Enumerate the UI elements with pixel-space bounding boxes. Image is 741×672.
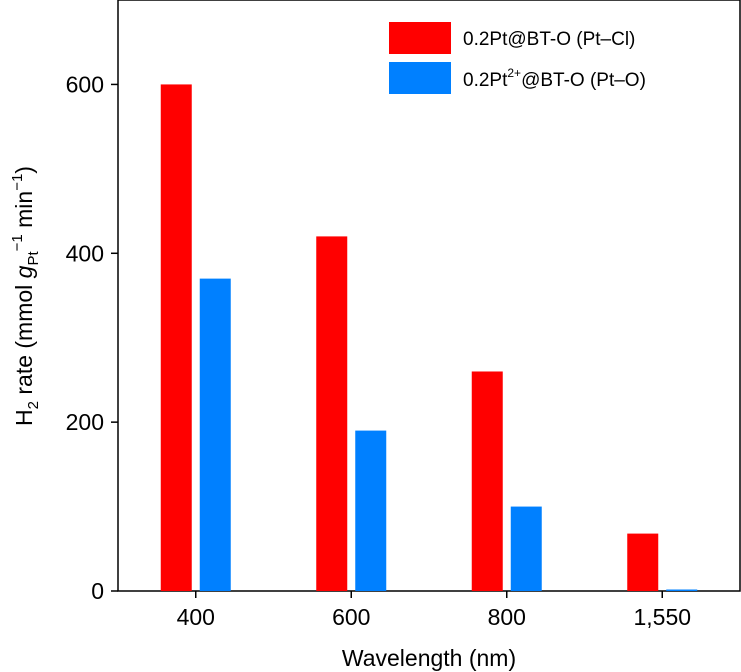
bar-series-1-3 — [627, 533, 659, 591]
y-tick-label: 400 — [66, 240, 104, 266]
x-tick-label: 1,550 — [633, 604, 691, 630]
y-axis-title-h-sub: 2 — [25, 401, 42, 409]
bar-series-2-0 — [199, 278, 231, 591]
x-tick-label: 800 — [488, 604, 526, 630]
y-axis-title-tail-sup: −1 — [9, 174, 26, 191]
y-axis-title: H2 rate (mmol gPt−1 min−1) — [9, 166, 42, 426]
y-axis-title-g-sup: −1 — [9, 234, 26, 251]
legend-swatch-series-2 — [389, 62, 451, 94]
bar-series-1-2 — [471, 371, 503, 591]
y-tick-label: 600 — [66, 71, 104, 97]
x-tick-label: 600 — [332, 604, 370, 630]
bar-series-1-0 — [160, 84, 192, 591]
x-tick-label: 400 — [177, 604, 215, 630]
bars-group — [160, 84, 698, 591]
legend-label-series-2-suffix: @BT-O (Pt–O) — [521, 70, 646, 91]
legend-label-series-2-prefix: 0.2Pt — [463, 70, 508, 91]
y-axis-ticks: 0 200 400 600 — [66, 71, 118, 604]
bar-series-2-3 — [666, 589, 698, 591]
legend-label-series-2-sup: 2+ — [507, 66, 521, 80]
y-axis-title-mid: rate (mmol — [11, 278, 37, 401]
legend-label-series-1: 0.2Pt@BT-O (Pt–Cl) — [463, 29, 635, 50]
y-tick-label: 0 — [91, 578, 104, 604]
y-axis-title-close: ) — [11, 166, 37, 174]
bar-series-2-1 — [355, 430, 387, 591]
legend: 0.2Pt@BT-O (Pt–Cl) 0.2Pt2+@BT-O (Pt–O) — [389, 22, 646, 94]
bar-series-2-2 — [510, 506, 542, 591]
legend-label-series-2: 0.2Pt2+@BT-O (Pt–O) — [463, 66, 646, 91]
y-tick-label: 200 — [66, 409, 104, 435]
bar-series-1-1 — [316, 236, 348, 591]
y-axis-title-tail: min — [11, 191, 37, 234]
plot-frame — [117, 0, 741, 592]
x-axis-ticks: 400 600 800 1,550 — [177, 591, 691, 630]
x-axis-title: Wavelength (nm) — [342, 645, 516, 671]
y-axis-title-h: H — [11, 409, 37, 426]
y-axis-title-g: g — [11, 265, 37, 278]
legend-swatch-series-1 — [389, 22, 451, 54]
y-axis-title-g-sub: Pt — [25, 251, 42, 266]
